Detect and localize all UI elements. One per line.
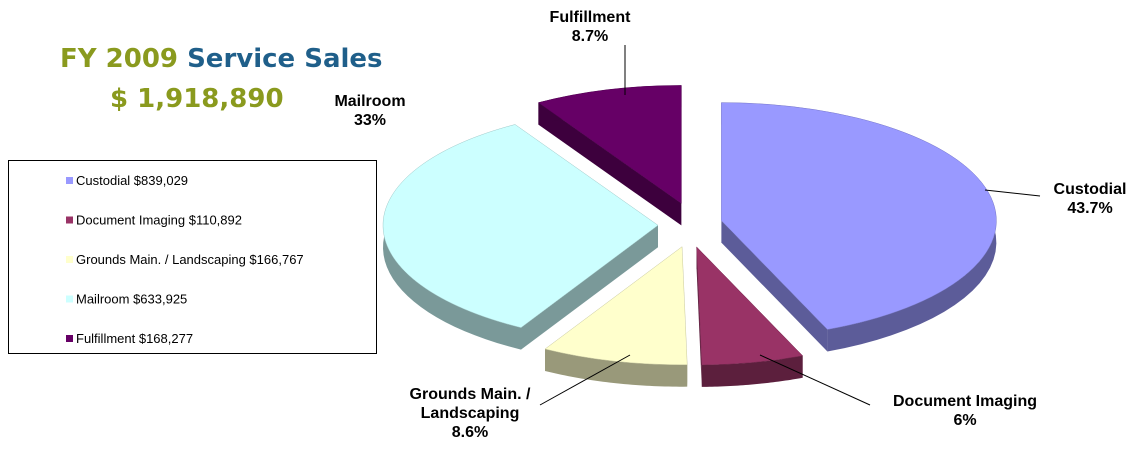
data-label: Document Imaging 6% bbox=[860, 392, 1070, 430]
chart-title: FY 2009 Service Sales bbox=[60, 44, 383, 74]
slice bbox=[696, 246, 804, 387]
legend-swatch bbox=[66, 256, 73, 263]
data-label: Fulfillment 8.7% bbox=[520, 8, 660, 46]
slice-top bbox=[696, 246, 804, 366]
legend-swatch bbox=[66, 335, 73, 342]
legend-label: Fulfillment $168,277 bbox=[76, 331, 193, 346]
leader-line bbox=[539, 354, 631, 406]
slice-rim bbox=[701, 355, 803, 387]
slice bbox=[544, 246, 688, 387]
slice-wall bbox=[721, 220, 828, 352]
category-label: Document Imaging bbox=[892, 393, 1037, 410]
leader-line bbox=[984, 189, 1041, 197]
data-label: Custodial 43.7% bbox=[1040, 180, 1140, 218]
legend-label: Mailroom $633,925 bbox=[76, 292, 187, 307]
leader-line bbox=[759, 354, 871, 406]
data-label: Grounds Main. / Landscaping 8.6% bbox=[380, 385, 560, 442]
slice-top bbox=[544, 246, 688, 365]
slice-top bbox=[721, 102, 997, 330]
legend-label: Custodial $839,029 bbox=[76, 173, 188, 188]
legend-swatch bbox=[66, 295, 73, 303]
slice-top bbox=[537, 85, 682, 204]
value-label: 8.7% bbox=[571, 28, 609, 45]
slice-rim bbox=[545, 349, 688, 387]
title-main: Service Sales bbox=[187, 44, 383, 74]
slice bbox=[721, 102, 997, 352]
legend-swatch bbox=[66, 216, 73, 224]
slice-wall bbox=[538, 102, 682, 226]
title-year: FY 2009 bbox=[60, 44, 179, 74]
value-label: 6% bbox=[953, 412, 977, 429]
slice bbox=[382, 124, 659, 350]
category-label: Mailroom bbox=[334, 93, 406, 110]
category-label: Fulfillment bbox=[549, 9, 631, 26]
slice-top bbox=[382, 124, 659, 328]
category-label: Grounds Main. / Landscaping bbox=[409, 386, 531, 422]
value-label: 8.6% bbox=[451, 424, 489, 441]
category-label: Custodial bbox=[1053, 181, 1127, 198]
legend-label: Document Imaging $110,892 bbox=[76, 213, 242, 228]
legend-label: Grounds Main. / Landscaping $166,767 bbox=[76, 252, 304, 267]
chart-subtitle: $ 1,918,890 bbox=[110, 84, 284, 114]
value-label: 33% bbox=[353, 112, 387, 129]
value-label: 43.7% bbox=[1067, 200, 1113, 217]
legend-swatch bbox=[66, 177, 73, 184]
slice-wall bbox=[521, 225, 659, 350]
slice bbox=[537, 85, 682, 226]
data-label: Mailroom 33% bbox=[310, 92, 430, 130]
